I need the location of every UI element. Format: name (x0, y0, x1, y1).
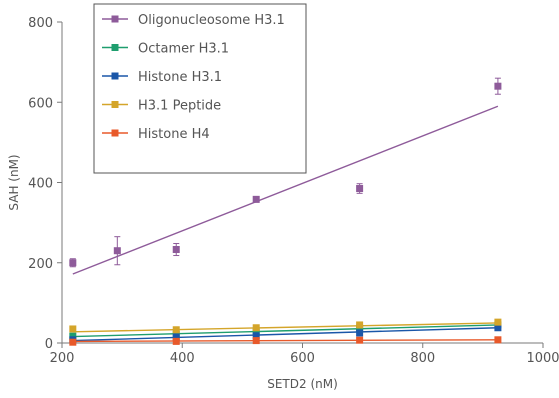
data-point-series-0 (69, 259, 77, 267)
fit-lines (72, 105, 499, 343)
legend-swatch-marker (111, 72, 119, 80)
data-point-series-2 (252, 332, 260, 340)
fit-line-series-0 (72, 105, 499, 275)
x-tick-label: 400 (170, 351, 195, 366)
data-point-series-3 (252, 324, 260, 332)
fit-line-series-1 (72, 324, 498, 338)
y-tick-label: 600 (28, 96, 53, 111)
data-point-series-4 (252, 337, 260, 345)
legend-box (93, 3, 307, 174)
y-tick-label: 800 (28, 16, 53, 31)
fit-line-series-2 (72, 327, 498, 342)
fit-line-series-4 (72, 339, 498, 343)
data-point-series-4 (69, 338, 77, 346)
data-point-series-4 (494, 336, 502, 344)
fit-line-series-3 (72, 322, 498, 333)
legend-swatch-marker (111, 129, 119, 137)
y-tick-label: 200 (28, 257, 53, 272)
legend-label: Histone H3.1 (138, 70, 222, 85)
data-point-series-0 (494, 82, 502, 90)
data-point-series-0 (252, 195, 260, 203)
data-point-series-3 (172, 326, 180, 334)
data-point-series-1 (252, 328, 260, 336)
legend-label: H3.1 Peptide (138, 99, 221, 114)
data-point-series-0 (356, 185, 364, 193)
data-point-series-2 (172, 333, 180, 341)
data-point-series-3 (356, 321, 364, 329)
data-point-series-0 (172, 246, 180, 254)
legend-label: Histone H4 (138, 127, 210, 142)
legend-swatch-marker (111, 101, 119, 108)
legend: Oligonucleosome H3.1 Octamer H3.1 Histone … (93, 3, 307, 174)
x-tick-label: 1000 (526, 351, 559, 366)
y-axis-title: SAH (nM) (7, 154, 21, 210)
data-point-series-4 (172, 337, 180, 345)
x-tick-label: 200 (50, 351, 75, 366)
legend-swatch-marker (111, 15, 119, 23)
x-axis-title: SETD2 (nM) (267, 377, 338, 391)
data-point-series-2 (494, 324, 502, 332)
data-point-series-1 (69, 332, 77, 340)
y-tick-label: 0 (45, 337, 53, 352)
legend-label: Oligonucleosome H3.1 (138, 13, 285, 28)
data-point-series-3 (494, 318, 502, 326)
x-tick-label: 800 (410, 351, 435, 366)
data-point-series-0 (113, 247, 121, 255)
legend-label: Octamer H3.1 (138, 42, 229, 57)
data-point-series-4 (356, 336, 364, 344)
data-point-series-2 (356, 329, 364, 337)
data-points (69, 77, 502, 346)
legend-swatch-marker (111, 44, 119, 51)
x-tick-label: 600 (290, 351, 315, 366)
y-tick-label: 400 (28, 177, 53, 192)
data-point-series-3 (69, 325, 77, 333)
